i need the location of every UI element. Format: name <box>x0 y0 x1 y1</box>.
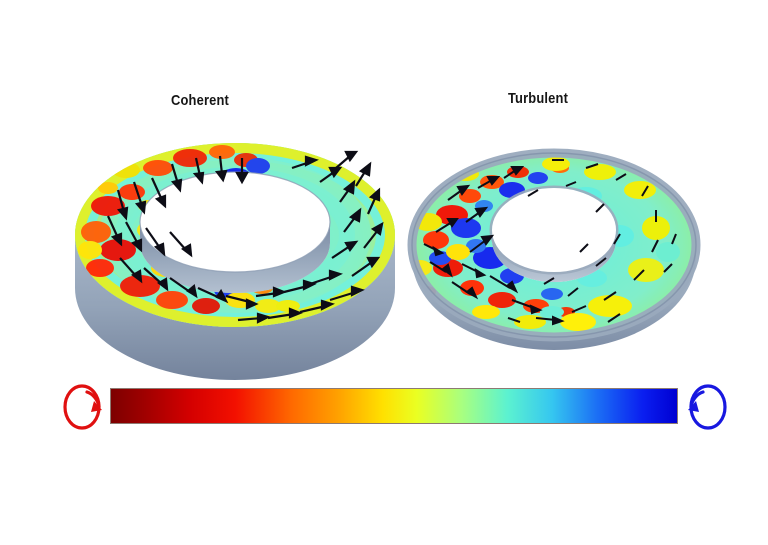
colorbar-gradient <box>111 389 677 423</box>
coherent-left-patches <box>78 145 300 314</box>
turbulent-outer-sidewall <box>412 245 696 350</box>
colorbar-legend <box>58 376 727 438</box>
vorticity-colorbar[interactable] <box>110 388 678 424</box>
panel-label-turbulent: Turbulent <box>507 90 569 107</box>
coherent-hole-floor <box>140 172 330 272</box>
counter-clockwise-rotation-arrow-icon <box>688 384 727 430</box>
turbulent-patches <box>412 157 680 331</box>
turbulent-rim-outline <box>407 148 701 342</box>
turbulent-velocity-arrows <box>423 159 677 326</box>
panel-label-coherent: Coherent <box>171 92 229 109</box>
turbulent-top-face <box>412 153 696 337</box>
turbulent-inner-sidewall <box>492 230 616 282</box>
clockwise-rotation-arrow-icon <box>63 384 102 430</box>
coherent-outer-sidewall <box>75 235 395 380</box>
coherent-back-gray-band <box>75 143 395 236</box>
coherent-velocity-arrows <box>106 150 384 324</box>
coherent-inner-sidewall <box>140 222 330 293</box>
coherent-top-face <box>75 143 395 327</box>
turbulent-hole-floor <box>492 188 616 272</box>
